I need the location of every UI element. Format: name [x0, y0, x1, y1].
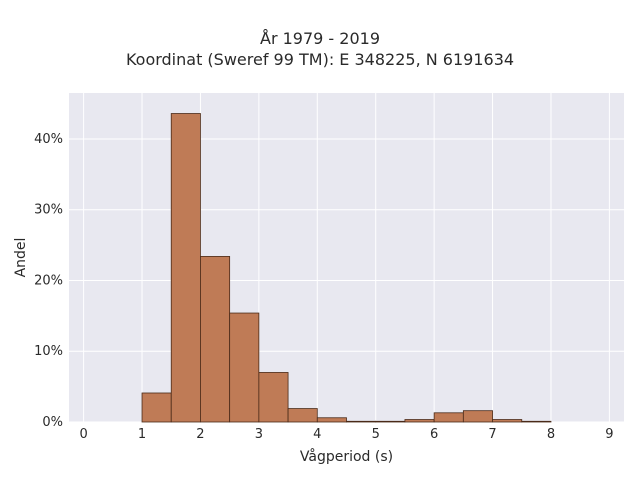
chart-subtitle: Koordinat (Sweref 99 TM): E 348225, N 61… — [125, 50, 515, 69]
y-axis-ticks: 0% 10% 20% 30% 40% — [34, 132, 63, 430]
x-tick-label: 9 — [605, 427, 613, 442]
x-tick-label: 6 — [430, 427, 438, 442]
histogram-bar — [346, 420, 377, 423]
bars — [141, 113, 552, 423]
histogram-bar — [433, 412, 464, 423]
histogram-bar — [375, 420, 406, 423]
x-axis-label: Vågperiod (s) — [300, 448, 393, 465]
y-tick-label: 30% — [34, 203, 63, 218]
x-axis-ticks: 0 1 2 3 4 5 6 7 8 9 — [79, 427, 613, 442]
x-tick-label: 5 — [372, 427, 380, 442]
x-tick-label: 2 — [196, 427, 204, 442]
histogram-bar — [492, 419, 523, 423]
histogram-bar — [258, 372, 289, 423]
x-tick-label: 0 — [79, 427, 87, 442]
y-tick-label: 10% — [34, 344, 63, 359]
histogram-bar — [316, 417, 347, 423]
x-tick-label: 8 — [547, 427, 555, 442]
histogram-bar — [404, 419, 435, 423]
histogram-bar — [141, 392, 172, 423]
histogram-bar — [521, 420, 552, 423]
x-tick-label: 4 — [313, 427, 321, 442]
y-tick-label: 40% — [34, 132, 63, 147]
plot-area — [69, 93, 624, 422]
y-tick-label: 20% — [34, 273, 63, 288]
histogram-bar — [229, 312, 260, 423]
x-tick-label: 1 — [138, 427, 146, 442]
chart-title: År 1979 - 2019 — [260, 29, 380, 48]
y-tick-label: 0% — [42, 415, 63, 430]
histogram-bar — [462, 410, 493, 423]
histogram-bar — [287, 408, 318, 423]
x-tick-label: 3 — [255, 427, 263, 442]
histogram-bar — [200, 256, 231, 423]
y-axis-label: Andel — [13, 238, 29, 278]
histogram-bar — [170, 113, 201, 423]
x-tick-label: 7 — [488, 427, 496, 442]
